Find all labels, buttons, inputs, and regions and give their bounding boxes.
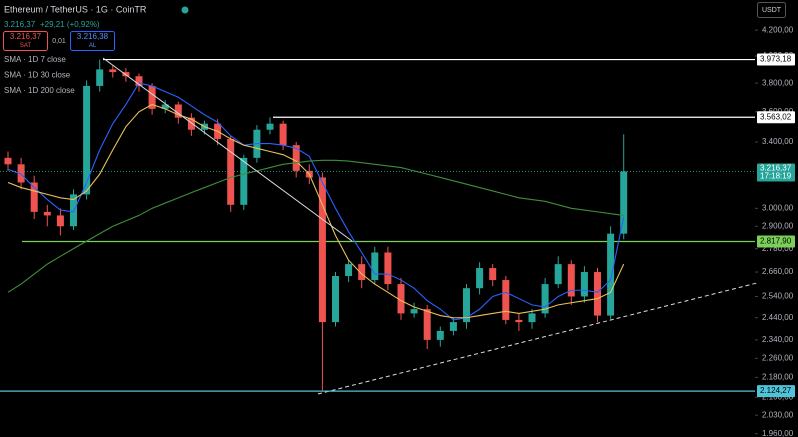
sma-line [7, 159, 624, 293]
candle-body [83, 85, 91, 195]
candle-body [620, 171, 628, 234]
candle-body [358, 264, 366, 281]
level-label: 2.124,27 [760, 386, 792, 395]
candle-body [332, 276, 339, 323]
buy-price: 3.216,38 [77, 32, 109, 41]
sma-line [7, 103, 625, 319]
candle-body [423, 309, 431, 340]
change: +29,21 (+0,92%) [40, 20, 100, 29]
candle-body [56, 215, 64, 227]
candle-body [607, 233, 615, 316]
candle-body [240, 157, 248, 205]
candle-body [436, 330, 444, 340]
y-tick-label: 4.200,00 [762, 25, 794, 34]
legend-entry: SMA · 1D 7 close [4, 55, 66, 64]
y-tick-label: 2.030,00 [762, 410, 794, 419]
candle-body [463, 288, 470, 323]
candle-body [70, 194, 77, 227]
candle-body [594, 272, 601, 316]
candle-body [292, 145, 300, 171]
candle-body [148, 85, 156, 109]
candle-body [541, 284, 549, 314]
level-tag [757, 385, 795, 398]
currency-button[interactable] [757, 2, 786, 18]
candle-body [17, 164, 25, 183]
y-tick-label: 2.180,00 [762, 373, 794, 382]
candle-body [384, 252, 392, 285]
y-tick-label: 2.900,00 [762, 221, 794, 230]
candle-body [187, 117, 195, 130]
candle-body [476, 268, 484, 289]
candle-body [580, 272, 588, 297]
y-tick-label: 2.440,00 [762, 313, 794, 322]
level-label: 3.563,02 [760, 112, 792, 121]
status-dot [181, 6, 189, 14]
level-label: 3.973,18 [760, 55, 792, 64]
candle-body [174, 104, 182, 118]
candle-body [318, 177, 326, 323]
buy-button[interactable] [70, 31, 115, 51]
candle-body [410, 309, 418, 314]
candle-body [43, 211, 51, 216]
y-tick-label: 3.800,00 [762, 78, 794, 87]
legend-entry: SMA · 1D 200 close [4, 86, 75, 95]
candle-body [4, 157, 12, 165]
level-tag [757, 111, 795, 124]
y-tick-label: 1.960,00 [762, 429, 794, 437]
candle-body [515, 319, 523, 323]
candle-body [397, 284, 405, 314]
y-tick-label: 3.000,00 [762, 203, 794, 212]
sma-line [7, 82, 625, 321]
candle-body [489, 268, 497, 281]
level-tag [757, 53, 795, 66]
candle-body [528, 313, 536, 323]
currency: USDT [762, 7, 782, 14]
candle-body [567, 264, 575, 297]
support-trendline [317, 282, 758, 395]
legend-entry: SMA · 1D 30 close [4, 71, 71, 80]
resistance-trendline [102, 57, 353, 242]
price-tag-time: 17:18:19 [760, 172, 792, 181]
candle-body [161, 104, 169, 109]
candle-body [279, 123, 287, 146]
candle-body [371, 252, 379, 281]
candle-body [135, 76, 143, 86]
candle-body [449, 322, 457, 331]
level-label: 2.817,90 [760, 237, 792, 246]
candle-body [227, 138, 235, 205]
sell-label: SAT [20, 43, 32, 49]
buy-label: AL [89, 43, 97, 49]
candle-body [122, 72, 130, 77]
y-tick-label: 2.660,00 [762, 267, 794, 276]
price-tag-label: 3.216,37 [760, 164, 792, 173]
y-tick-label: 2.540,00 [762, 292, 794, 301]
candle-body [554, 264, 562, 285]
candle-body [502, 280, 510, 320]
y-tick-label: 2.260,00 [762, 353, 794, 362]
candle-body [345, 264, 353, 277]
y-tick-label: 2.780,00 [762, 244, 794, 253]
candle-body [30, 182, 38, 212]
y-tick-label: 3.400,00 [762, 137, 794, 146]
candle-body [109, 69, 117, 73]
candle-body [266, 123, 274, 130]
price-tag [757, 163, 795, 182]
level-tag [757, 235, 795, 248]
candle-body [96, 69, 104, 86]
quote: 3.216,37 [4, 20, 36, 29]
sell-price: 3.216,37 [10, 32, 42, 41]
symbol-title: Ethereum / TetherUS · 1G · CoinTR [4, 4, 147, 14]
y-tick-label: 2.340,00 [762, 335, 794, 344]
sell-button[interactable] [3, 31, 48, 51]
spread: 0,01 [52, 38, 66, 45]
